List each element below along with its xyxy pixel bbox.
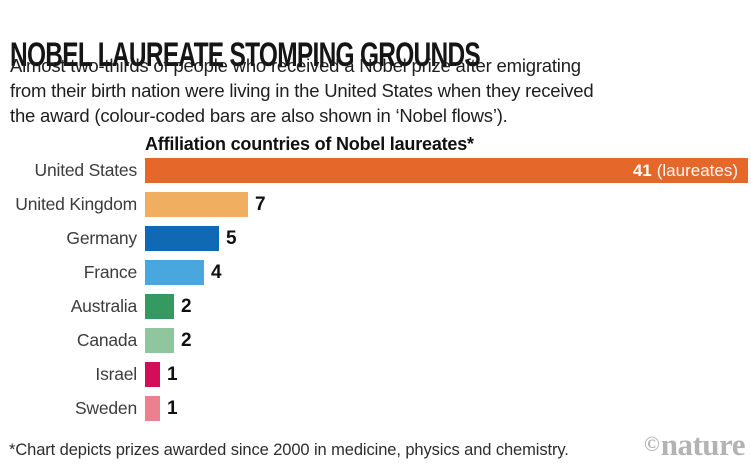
category-label: Sweden xyxy=(74,398,137,418)
bar-chart: United States 41 (laureates) United Kingdom… xyxy=(8,158,748,430)
bar-row: United Kingdom 7 xyxy=(8,192,748,217)
value-label: 2 xyxy=(181,329,192,351)
bar-row: Australia 2 xyxy=(8,294,748,319)
value-label: 1 xyxy=(167,363,178,385)
bar-row: Sweden 1 xyxy=(8,396,748,421)
bar-australia xyxy=(145,294,174,319)
bar-row: France 4 xyxy=(8,260,748,285)
category-label: United Kingdom xyxy=(15,194,137,214)
category-label: Canada xyxy=(76,330,137,350)
category-label: Germany xyxy=(66,228,137,248)
chart-title: Affiliation countries of Nobel laureates… xyxy=(145,134,474,154)
bar-united-kingdom xyxy=(145,192,248,217)
bar-israel xyxy=(145,362,160,387)
bar-sweden xyxy=(145,396,160,421)
bar-germany xyxy=(145,226,219,251)
value-label: 4 xyxy=(211,261,222,283)
bar-france xyxy=(145,260,204,285)
bar-row: Germany 5 xyxy=(8,226,748,251)
page-subtitle: Almost two-thirds of people who received… xyxy=(10,53,594,128)
category-label: Israel xyxy=(95,364,137,384)
brand-name: nature xyxy=(660,427,746,462)
value-label: 2 xyxy=(181,295,192,317)
value-suffix: (laureates) xyxy=(656,160,738,180)
copyright-icon: © xyxy=(644,432,660,456)
value-label: 7 xyxy=(255,193,266,215)
bar-canada xyxy=(145,328,174,353)
bar-united-states: 41 (laureates) xyxy=(145,158,748,183)
value-label: 1 xyxy=(167,397,178,419)
bar-row: United States 41 (laureates) xyxy=(8,158,748,183)
subtitle-line-1: Almost two-thirds of people who received… xyxy=(10,55,581,76)
subtitle-line-3: the award (colour-coded bars are also sh… xyxy=(10,105,508,126)
value-label: 5 xyxy=(226,227,237,249)
category-label: France xyxy=(83,262,137,282)
chart-footnote: *Chart depicts prizes awarded since 2000… xyxy=(9,441,569,459)
category-label: United States xyxy=(34,160,138,180)
bar-row: Israel 1 xyxy=(8,362,748,387)
category-label: Australia xyxy=(70,296,137,316)
value-label: 41 xyxy=(632,160,652,180)
page-title: NOBEL LAUREATE STOMPING GROUNDS xyxy=(10,35,481,74)
bar-row: Canada 2 xyxy=(8,328,748,353)
subtitle-line-2: from their birth nation were living in t… xyxy=(10,80,594,101)
nature-logo: ©nature xyxy=(644,427,745,463)
